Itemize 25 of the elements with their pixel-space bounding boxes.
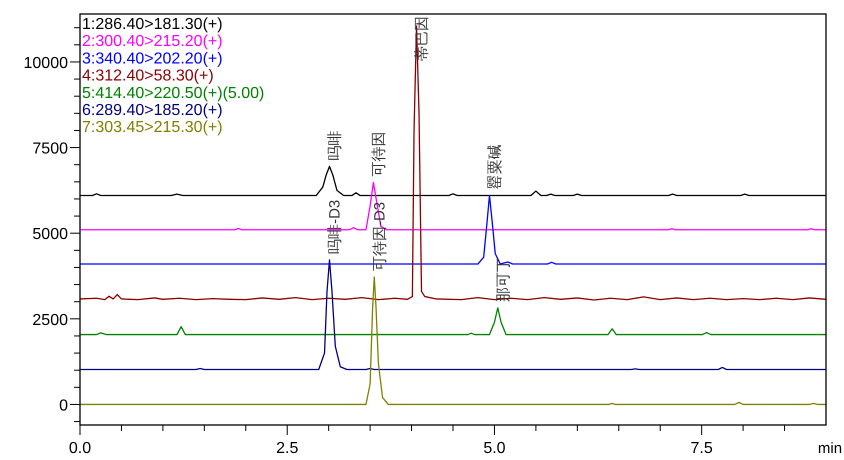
x-tick-label: 7.5	[690, 440, 713, 457]
y-tick-label: 7500	[32, 140, 68, 158]
text: 2:300.40>215.20(+)	[82, 33, 223, 50]
annotation: 吗啡	[326, 130, 344, 160]
x-tick-label: 5.0	[483, 440, 506, 457]
text: 6:289.40>185.20(+)	[82, 102, 223, 119]
y-tick-label: 10000	[24, 54, 68, 72]
text: 3:340.40>202.20(+)	[82, 50, 223, 68]
annotation: 蒂巴因	[414, 16, 431, 61]
annotation: 可待因-D3	[371, 202, 388, 272]
y-tick-label: 2500	[32, 312, 68, 329]
text: 4:312.40>58.30(+)	[82, 68, 214, 85]
text: 1:286.40>181.30(+)	[82, 16, 223, 33]
x-axis-title: min	[818, 440, 842, 457]
y-tick-label: 5000	[32, 226, 68, 244]
x-tick-label: 0.0	[68, 440, 92, 457]
x-tick-label: 2.5	[276, 440, 298, 457]
annotation: 罂粟碱	[486, 144, 504, 190]
y-tick-label: 0	[59, 397, 68, 414]
text: 7:303.45>215.30(+)	[82, 119, 223, 136]
line-series	[79, 307, 827, 336]
annotation: 吗啡-D3	[326, 200, 344, 254]
text: 5:414.40>220.50(+)(5.00)	[82, 84, 264, 102]
annotation: 可待因	[370, 132, 388, 177]
annotation: 那可丁	[494, 256, 512, 302]
